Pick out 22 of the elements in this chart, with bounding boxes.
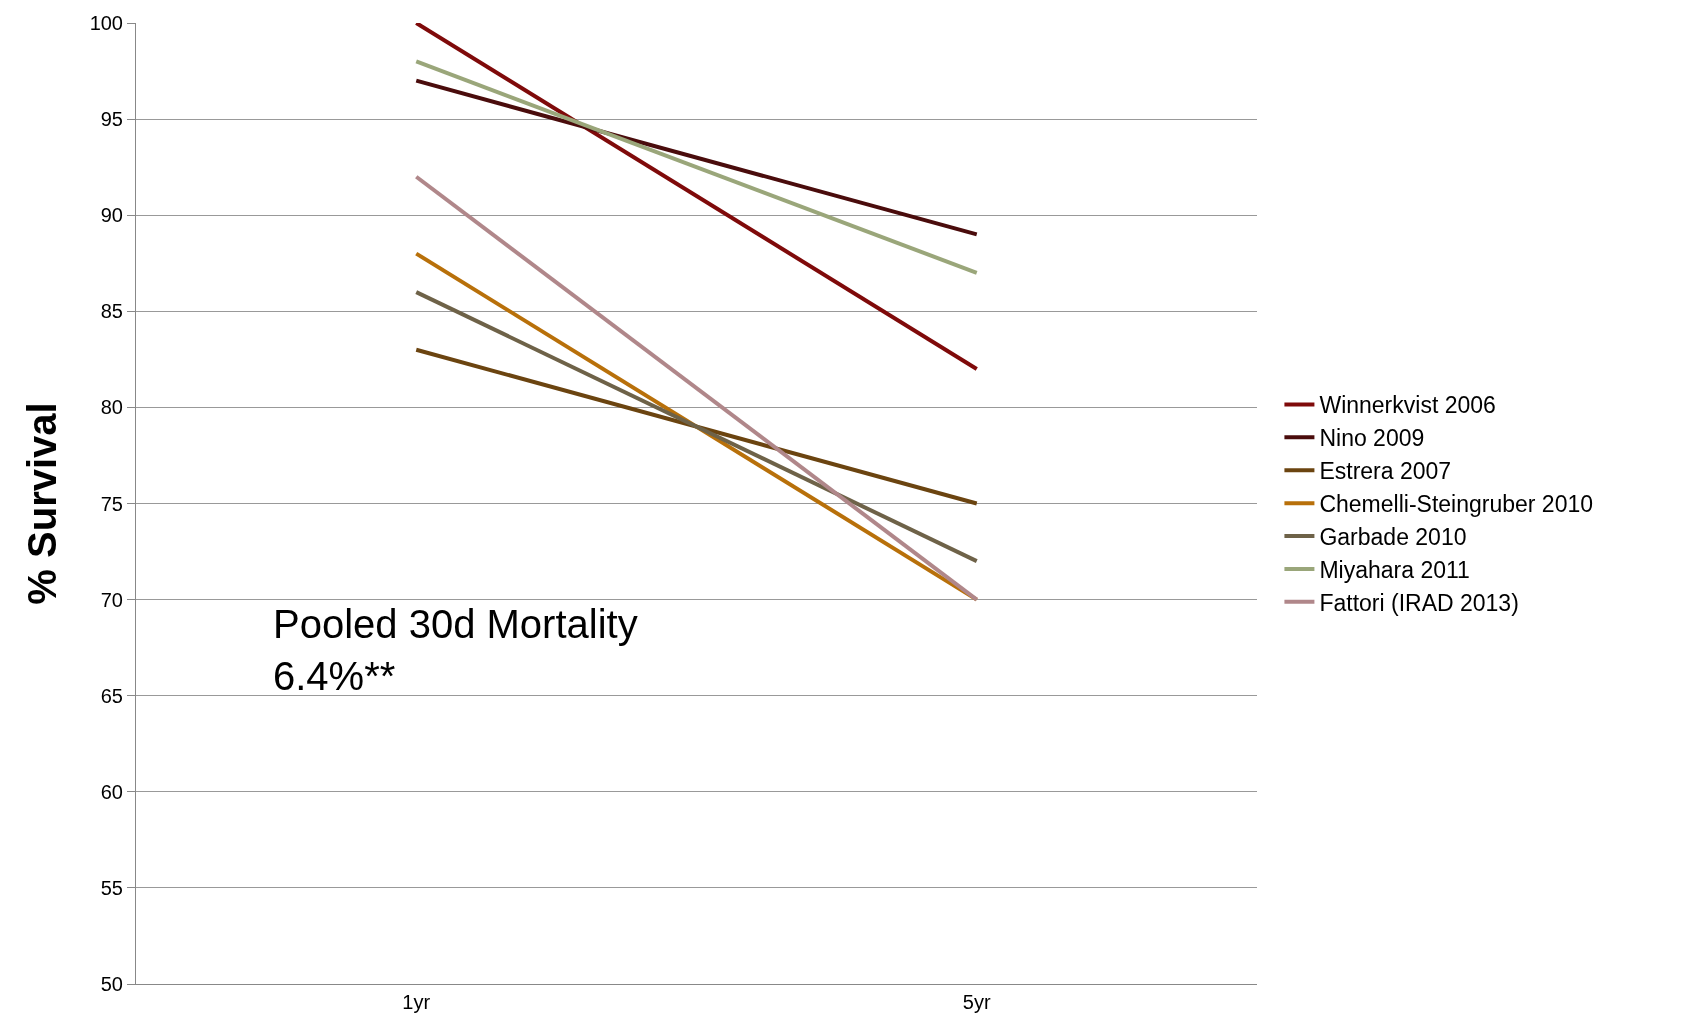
x-tick-label: 5yr xyxy=(962,991,991,1013)
y-tick-label: 55 xyxy=(100,876,123,899)
legend-label: Winnerkvist 2006 xyxy=(1319,392,1496,419)
y-tick-label: 80 xyxy=(100,396,123,419)
y-tick-label: 95 xyxy=(100,108,123,131)
y-tick-label: 90 xyxy=(100,204,123,227)
legend-label: Garbade 2010 xyxy=(1319,524,1467,551)
legend-label: Miyahara 2011 xyxy=(1319,556,1470,583)
legend-label: Estrera 2007 xyxy=(1319,458,1452,485)
y-axis-title: % Survival xyxy=(20,402,65,605)
x-tick-label: 1yr xyxy=(402,991,431,1013)
y-tick-label: 85 xyxy=(100,300,123,323)
legend-label: Fattori (IRAD 2013) xyxy=(1319,589,1519,616)
y-tick-label: 60 xyxy=(100,780,123,803)
y-tick-label: 65 xyxy=(100,684,123,707)
y-tick-label: 75 xyxy=(100,492,123,515)
y-tick-label: 50 xyxy=(100,973,123,995)
legend-label: Chemelli-Steingruber 2010 xyxy=(1319,491,1594,518)
y-tick-label: 70 xyxy=(100,588,123,611)
y-tick-label: 100 xyxy=(89,12,123,34)
annotation: Pooled 30d Mortality 6.4%** xyxy=(273,602,638,698)
legend-label: Nino 2009 xyxy=(1319,425,1425,452)
